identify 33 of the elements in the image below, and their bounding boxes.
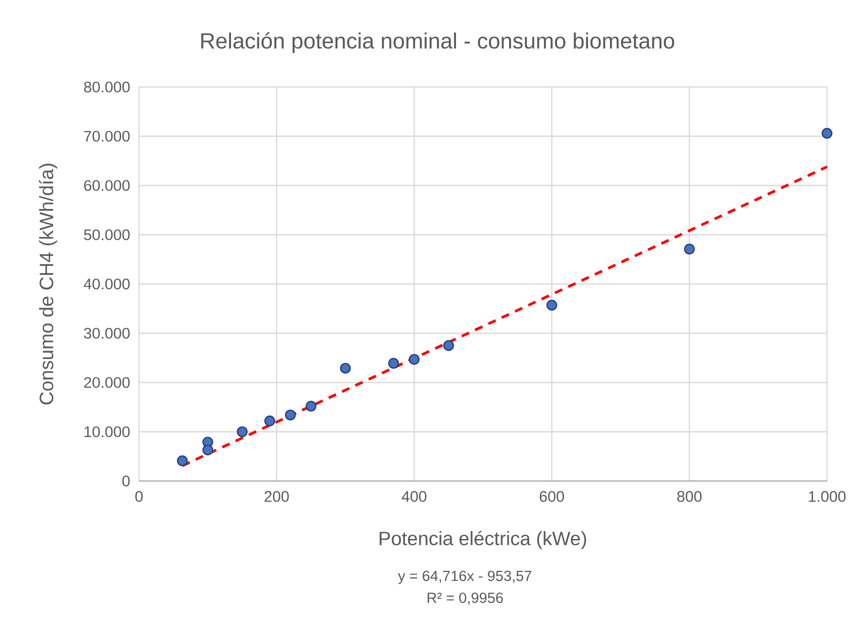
y-tick-label: 20.000 bbox=[84, 377, 130, 388]
point bbox=[822, 128, 832, 139]
point bbox=[443, 340, 454, 351]
point bbox=[306, 400, 316, 412]
y-tick-label: 0 bbox=[122, 476, 130, 486]
y-tick-label: 30.000 bbox=[84, 328, 130, 339]
y-tick-label: 80.000 bbox=[84, 82, 130, 92]
x-tick-label: 200 bbox=[264, 491, 289, 502]
point bbox=[264, 416, 276, 426]
point bbox=[684, 244, 695, 254]
point bbox=[236, 426, 248, 438]
y-tick-label: 60.000 bbox=[84, 180, 130, 191]
y-tick-label: 40.000 bbox=[84, 278, 130, 290]
point bbox=[408, 354, 420, 365]
x-tick-label: 1.000 bbox=[809, 491, 846, 502]
text: y = 64,716x - 953,57 bbox=[398, 570, 532, 584]
point bbox=[340, 362, 351, 374]
y-tick-label: 70.000 bbox=[84, 130, 130, 142]
y-tick-label: 10.000 bbox=[84, 426, 130, 438]
text: R² = 0,9956 bbox=[428, 592, 503, 605]
y-axis-title: Consumo de CH4 (kWh/día) bbox=[38, 164, 58, 404]
point bbox=[388, 358, 399, 369]
chart-title: Relación potencia nominal - consumo biometano bbox=[201, 32, 674, 54]
x-axis-title: Potencia eléctrica (kWe) bbox=[380, 530, 586, 550]
x-tick-label: 600 bbox=[540, 491, 564, 502]
point bbox=[284, 410, 296, 420]
point bbox=[202, 444, 214, 456]
point bbox=[176, 455, 188, 466]
x-tick-label: 800 bbox=[677, 491, 702, 502]
point bbox=[546, 300, 558, 311]
x-tick-label: 400 bbox=[402, 491, 426, 502]
y-tick-label: 50.000 bbox=[84, 229, 130, 240]
x-tick-label: 0 bbox=[135, 491, 143, 502]
